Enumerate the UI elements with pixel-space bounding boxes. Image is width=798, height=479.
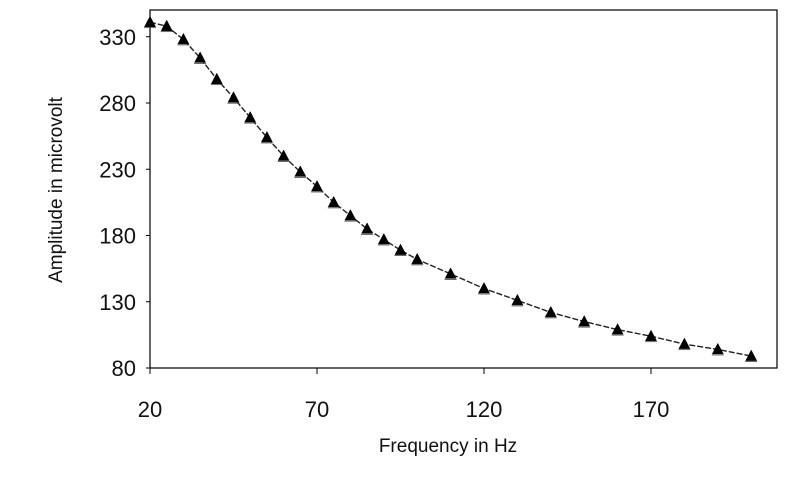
y-tick-label: 280 bbox=[99, 91, 136, 116]
data-point-marker bbox=[444, 267, 457, 279]
data-point-marker bbox=[144, 15, 156, 27]
x-tick-label: 170 bbox=[633, 397, 670, 422]
data-point-marker bbox=[645, 329, 657, 341]
data-point-marker bbox=[478, 281, 490, 294]
data-point-marker bbox=[294, 165, 307, 177]
x-tick-label: 70 bbox=[305, 397, 329, 422]
data-point-marker bbox=[344, 209, 357, 221]
data-point-marker bbox=[377, 232, 390, 245]
x-tick-marks bbox=[149, 368, 652, 374]
y-tick-label: 180 bbox=[99, 224, 136, 249]
series-line bbox=[149, 21, 752, 357]
y-tick-label: 330 bbox=[99, 25, 136, 50]
data-point-marker bbox=[327, 195, 340, 208]
data-point-marker bbox=[311, 179, 323, 192]
y-tick-labels: 80 130 180 230 280 330 bbox=[99, 25, 136, 381]
series-markers bbox=[144, 15, 758, 362]
data-point-marker bbox=[260, 130, 273, 143]
y-axis-title: Amplitude in microvolt bbox=[46, 96, 67, 283]
data-point-marker bbox=[411, 252, 424, 265]
data-point-marker bbox=[160, 19, 173, 31]
x-axis-title: Frequency in Hz bbox=[379, 436, 517, 457]
data-point-marker bbox=[511, 293, 524, 306]
data-point-marker bbox=[244, 111, 257, 123]
data-point-marker bbox=[177, 32, 190, 45]
data-point-marker bbox=[361, 222, 374, 234]
data-point-marker bbox=[194, 51, 207, 63]
plot-frame bbox=[149, 9, 778, 369]
data-point-marker bbox=[394, 243, 407, 255]
x-tick-labels: 20 70 120 170 bbox=[138, 397, 670, 422]
x-tick-label: 120 bbox=[466, 397, 503, 422]
data-point-marker bbox=[210, 72, 223, 84]
data-point-marker bbox=[711, 342, 724, 355]
data-point-marker bbox=[578, 315, 591, 327]
data-point-marker bbox=[678, 337, 691, 349]
data-point-marker bbox=[544, 305, 557, 318]
data-point-marker bbox=[745, 349, 758, 361]
y-tick-label: 130 bbox=[99, 290, 136, 315]
y-tick-marks bbox=[146, 36, 150, 369]
data-point-marker bbox=[611, 323, 624, 335]
y-tick-label: 230 bbox=[99, 157, 136, 182]
y-tick-label: 80 bbox=[112, 356, 136, 381]
data-point-marker bbox=[277, 149, 290, 161]
data-point-marker bbox=[227, 91, 240, 103]
x-tick-label: 20 bbox=[138, 397, 162, 422]
